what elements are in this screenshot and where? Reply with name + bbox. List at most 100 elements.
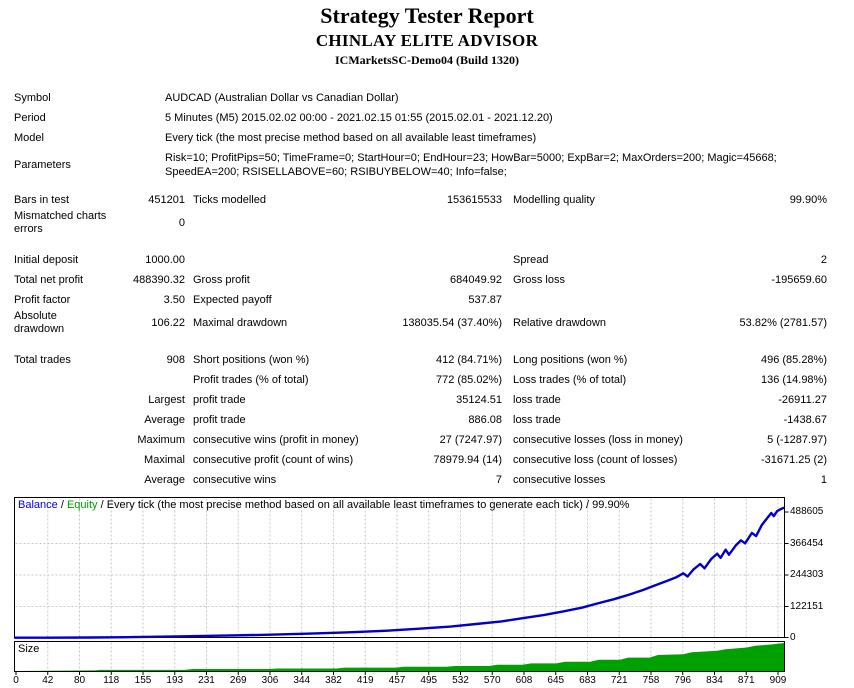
stat-label: consecutive losses bbox=[513, 473, 606, 486]
main-chart-panel bbox=[14, 497, 785, 638]
stats-row: Bars in test 451201 Ticks modelled 15361553… bbox=[0, 190, 854, 210]
stat-label: Gross profit bbox=[193, 273, 250, 286]
stat-value: -26911.27 bbox=[778, 393, 827, 406]
stat-label: profit trade bbox=[193, 413, 246, 426]
stat-label: consecutive losses (loss in money) bbox=[513, 433, 683, 446]
expert-advisor-name: CHINLAY ELITE ADVISOR bbox=[315, 31, 539, 50]
stat-label: Bars in test bbox=[14, 193, 70, 206]
x-axis-label: 155 bbox=[134, 675, 152, 686]
report-header: Strategy Tester Report CHINLAY ELITE ADV… bbox=[0, 3, 854, 68]
stat-label: Spread bbox=[513, 253, 549, 266]
stat-label: Modelling quality bbox=[513, 193, 595, 206]
stat-label: consecutive wins (profit in money) bbox=[193, 433, 359, 446]
stat-value: Maximal bbox=[144, 453, 185, 466]
chart-legend: Balance / Equity / Every tick (the most … bbox=[18, 500, 629, 511]
info-label: Period bbox=[14, 111, 46, 124]
stat-value: Average bbox=[144, 413, 185, 426]
stats-row: Total net profit 488390.32 Gross profit 684… bbox=[0, 270, 854, 290]
modelling-quality-value: 99.90% bbox=[592, 499, 630, 511]
stat-value: 53.82% (2781.57) bbox=[739, 316, 827, 329]
info-row: Model Every tick (the most precise method… bbox=[0, 128, 854, 148]
x-axis-label: 495 bbox=[420, 675, 438, 686]
stats-row: Absolute drawdown 106.22 Maximal drawdown 1… bbox=[0, 310, 854, 336]
stats-row: Profit trades (% of total) 772 (85.02%) Lo… bbox=[0, 370, 854, 390]
stat-value: 78979.94 (14) bbox=[433, 453, 503, 466]
stat-value: 451201 bbox=[148, 193, 185, 206]
stat-label: Relative drawdown bbox=[513, 316, 606, 329]
stat-value: -195659.60 bbox=[771, 273, 827, 286]
info-label: Symbol bbox=[14, 91, 51, 104]
stat-value: 138035.54 (37.40%) bbox=[402, 316, 502, 329]
stat-value: 412 (84.71%) bbox=[435, 353, 502, 366]
stat-value: 35124.51 bbox=[456, 393, 502, 406]
stats-row: Total trades 908 Short positions (won %) 41… bbox=[0, 350, 854, 370]
stats-table: Bars in test 451201 Ticks modelled 15361553… bbox=[0, 190, 854, 490]
stats-row: Average profit trade 886.08 loss trade -1438… bbox=[0, 410, 854, 430]
x-axis-label: 796 bbox=[674, 675, 692, 686]
stat-value: Largest bbox=[148, 393, 185, 406]
stat-value: 908 bbox=[166, 353, 185, 366]
stat-value: 684049.92 bbox=[450, 273, 502, 286]
equity-legend-label: Equity bbox=[66, 499, 98, 511]
balance-curve bbox=[13, 506, 785, 639]
stat-label: loss trade bbox=[513, 413, 561, 426]
stat-value: 772 (85.02%) bbox=[435, 373, 502, 386]
balance-legend-label: Balance bbox=[18, 499, 58, 511]
model-description: Every tick (the most precise method base… bbox=[106, 499, 583, 511]
stat-label: Profit factor bbox=[14, 293, 71, 306]
info-label: Parameters bbox=[14, 158, 71, 171]
x-axis-label: 419 bbox=[356, 675, 374, 686]
x-axis-label: 193 bbox=[166, 675, 184, 686]
x-axis-label: 871 bbox=[737, 675, 755, 686]
stat-value: 7 bbox=[495, 473, 502, 486]
x-axis-label: 80 bbox=[73, 675, 86, 686]
y-axis-label: 366454 bbox=[790, 537, 824, 549]
info-row: Period 5 Minutes (M5) 2015.02.02 00:00 - … bbox=[0, 108, 854, 128]
stat-value: 136 (14.98%) bbox=[760, 373, 827, 386]
stat-value: 2 bbox=[820, 253, 827, 266]
x-axis-label: 118 bbox=[103, 675, 120, 686]
x-axis-label: 570 bbox=[483, 675, 501, 686]
legend-separator: / bbox=[582, 499, 593, 511]
info-value: AUDCAD (Australian Dollar vs Canadian Do… bbox=[165, 92, 399, 104]
report-title: Strategy Tester Report bbox=[320, 3, 534, 28]
stat-value: 106.22 bbox=[151, 316, 185, 329]
stats-row: Average consecutive wins 7 consecutive loss… bbox=[0, 470, 854, 490]
info-value: Risk=10; ProfitPips=50; TimeFrame=0; Sta… bbox=[165, 152, 777, 178]
stat-value: 27 (7247.97) bbox=[439, 433, 502, 446]
x-axis-label: 231 bbox=[198, 675, 215, 686]
stat-label: Ticks modelled bbox=[193, 193, 266, 206]
info-label: Model bbox=[14, 131, 44, 144]
y-axis-label: 488605 bbox=[790, 506, 824, 517]
stat-label: Loss trades (% of total) bbox=[513, 373, 627, 386]
x-axis-label: 532 bbox=[452, 675, 469, 686]
stat-value: 496 (85.28%) bbox=[760, 353, 827, 366]
x-axis-label: 382 bbox=[325, 675, 342, 686]
stat-label: Maximal drawdown bbox=[193, 316, 288, 329]
stat-value: 5 (-1287.97) bbox=[767, 433, 827, 446]
legend-separator: / bbox=[57, 499, 67, 511]
y-axis-label: 0 bbox=[790, 631, 796, 643]
stat-value: 99.90% bbox=[789, 193, 827, 206]
x-axis-label: 645 bbox=[547, 675, 565, 686]
x-axis-label: 344 bbox=[293, 675, 311, 686]
size-bars-area bbox=[15, 643, 784, 671]
x-axis-label: 758 bbox=[642, 675, 660, 686]
info-row: Symbol AUDCAD (Australian Dollar vs Canad… bbox=[0, 88, 854, 108]
info-row: Parameters Risk=10; ProfitPips=50; TimeFr… bbox=[0, 148, 854, 182]
stat-label: Long positions (won %) bbox=[513, 353, 628, 366]
stat-label: Total net profit bbox=[14, 273, 84, 286]
stat-value: Average bbox=[144, 473, 185, 486]
stat-label: Mismatched charts errors bbox=[14, 210, 107, 235]
stat-label: Gross loss bbox=[513, 273, 565, 286]
stats-row: Maximum consecutive wins (profit in money… bbox=[0, 430, 854, 450]
x-axis-label: 683 bbox=[579, 675, 596, 686]
stat-value: -31671.25 (2) bbox=[760, 453, 827, 466]
stat-value: 3.50 bbox=[163, 293, 185, 306]
info-value: Every tick (the most precise method base… bbox=[165, 132, 537, 144]
server-build: ICMarketsSC-Demo04 (Build 1320) bbox=[335, 53, 519, 67]
x-axis-label: 269 bbox=[229, 675, 247, 686]
stat-label: consecutive wins bbox=[193, 473, 277, 486]
stat-label: Total trades bbox=[14, 353, 71, 366]
x-axis-label: 909 bbox=[769, 675, 787, 686]
